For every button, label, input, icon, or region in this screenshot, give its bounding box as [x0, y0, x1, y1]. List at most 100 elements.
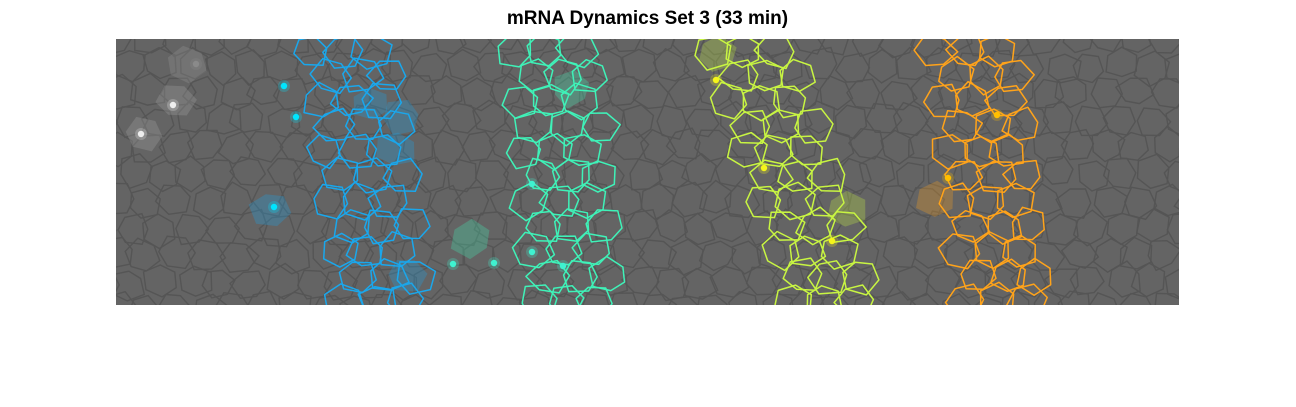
background-cell	[896, 265, 930, 301]
stripe-cell-outline	[357, 285, 397, 305]
background-cell	[966, 75, 999, 107]
background-cell	[1119, 292, 1152, 305]
mrna-spot	[270, 203, 278, 211]
background-cell	[702, 39, 736, 56]
background-cell	[444, 214, 481, 247]
stripe-cell-outline	[344, 108, 383, 141]
stripe-cell-outline	[1002, 234, 1036, 268]
background-cell	[461, 290, 493, 305]
background-cell	[1078, 160, 1110, 192]
background-cell	[229, 270, 267, 300]
background-cell	[993, 125, 1030, 159]
stripe-cell-outline	[729, 110, 771, 144]
background-cell	[605, 75, 643, 107]
background-cell	[681, 152, 718, 186]
background-cell	[502, 158, 543, 190]
background-cell	[472, 99, 506, 134]
background-cell	[685, 108, 720, 138]
background-cell	[401, 39, 431, 54]
stripe-cell-outline	[975, 161, 1017, 194]
background-cell	[179, 46, 208, 80]
background-cell	[430, 74, 463, 108]
background-cell	[835, 157, 872, 196]
mrna-spot	[528, 180, 536, 188]
background-cell	[671, 39, 706, 56]
stripe-cell-outline	[761, 230, 800, 272]
stripe-cell-outline	[548, 284, 585, 305]
background-cell	[774, 160, 809, 193]
background-cell	[715, 47, 749, 83]
mrna-spot	[559, 262, 567, 270]
stripe-cell-outline	[833, 284, 875, 305]
background-cell	[1090, 77, 1123, 109]
stripe-cell-outline	[937, 233, 981, 270]
stripe-cell-outline	[345, 236, 383, 267]
background-cell	[131, 294, 158, 305]
background-cell	[220, 76, 256, 111]
background-cell	[134, 39, 167, 54]
background-cell	[671, 181, 708, 218]
stripe-outlines-layer	[293, 39, 1052, 305]
stripe-cell-outline	[363, 209, 400, 245]
stripe-cell-outline	[1006, 283, 1048, 305]
background-cell	[1074, 105, 1109, 137]
background-cell	[728, 290, 758, 305]
background-cell	[592, 211, 627, 241]
stripe-cell-outline	[513, 110, 554, 144]
background-cell	[892, 101, 929, 137]
background-cell	[724, 39, 759, 58]
figure-title: mRNA Dynamics Set 3 (33 min)	[506, 8, 789, 29]
mrna-spot	[137, 130, 145, 138]
background-cell	[154, 184, 191, 216]
stripe-cell-outline	[386, 282, 425, 305]
background-cell	[312, 238, 343, 270]
background-cell	[1119, 236, 1153, 270]
stripe-cell-outline	[806, 157, 846, 192]
background-cell	[116, 49, 146, 83]
background-cell	[803, 160, 837, 190]
background-cell	[129, 187, 161, 219]
background-cell	[1033, 288, 1064, 305]
background-cell	[845, 236, 880, 271]
background-cell	[459, 39, 493, 54]
stripe-cell-outline	[978, 39, 1016, 68]
mrna-spot	[944, 174, 952, 182]
background-cell	[591, 48, 626, 82]
stripe-cell-outline	[725, 39, 760, 69]
background-cell	[233, 208, 268, 242]
background-cell	[1150, 78, 1179, 109]
background-cell	[1153, 125, 1179, 163]
stripe-cell-outline	[352, 157, 393, 194]
background-cell	[129, 72, 166, 106]
background-cell	[698, 179, 732, 214]
mrna-spot	[292, 113, 300, 121]
background-cell	[562, 47, 601, 80]
background-cell	[724, 184, 761, 219]
background-cell	[258, 215, 296, 248]
background-cell	[1033, 78, 1065, 109]
background-cell	[745, 266, 783, 296]
background-cell	[245, 130, 284, 163]
stripe-cell-outline	[497, 39, 532, 68]
stripe-cell-outline	[321, 157, 359, 191]
stripe-cell-outline	[521, 284, 558, 305]
background-cell	[504, 104, 538, 138]
stripe-cell-outline	[773, 85, 807, 119]
background-cell	[698, 240, 737, 272]
background-cell	[1060, 239, 1100, 269]
background-cell	[460, 77, 497, 112]
background-cell	[1055, 188, 1092, 219]
stripe-3-outlines	[694, 39, 880, 305]
stripe-cell-outline	[938, 55, 975, 92]
stripe-cell-outline	[543, 58, 582, 96]
background-cell	[1060, 128, 1095, 161]
background-cell	[116, 276, 120, 293]
stripe-cell-outline	[944, 283, 985, 305]
stripe-cell-outline	[789, 235, 827, 267]
stripe-cell-outline	[966, 186, 1005, 221]
background-cell	[516, 39, 552, 54]
background-cell	[435, 39, 467, 55]
background-cell	[519, 130, 554, 163]
background-cell	[142, 213, 176, 250]
background-cell	[595, 262, 628, 296]
